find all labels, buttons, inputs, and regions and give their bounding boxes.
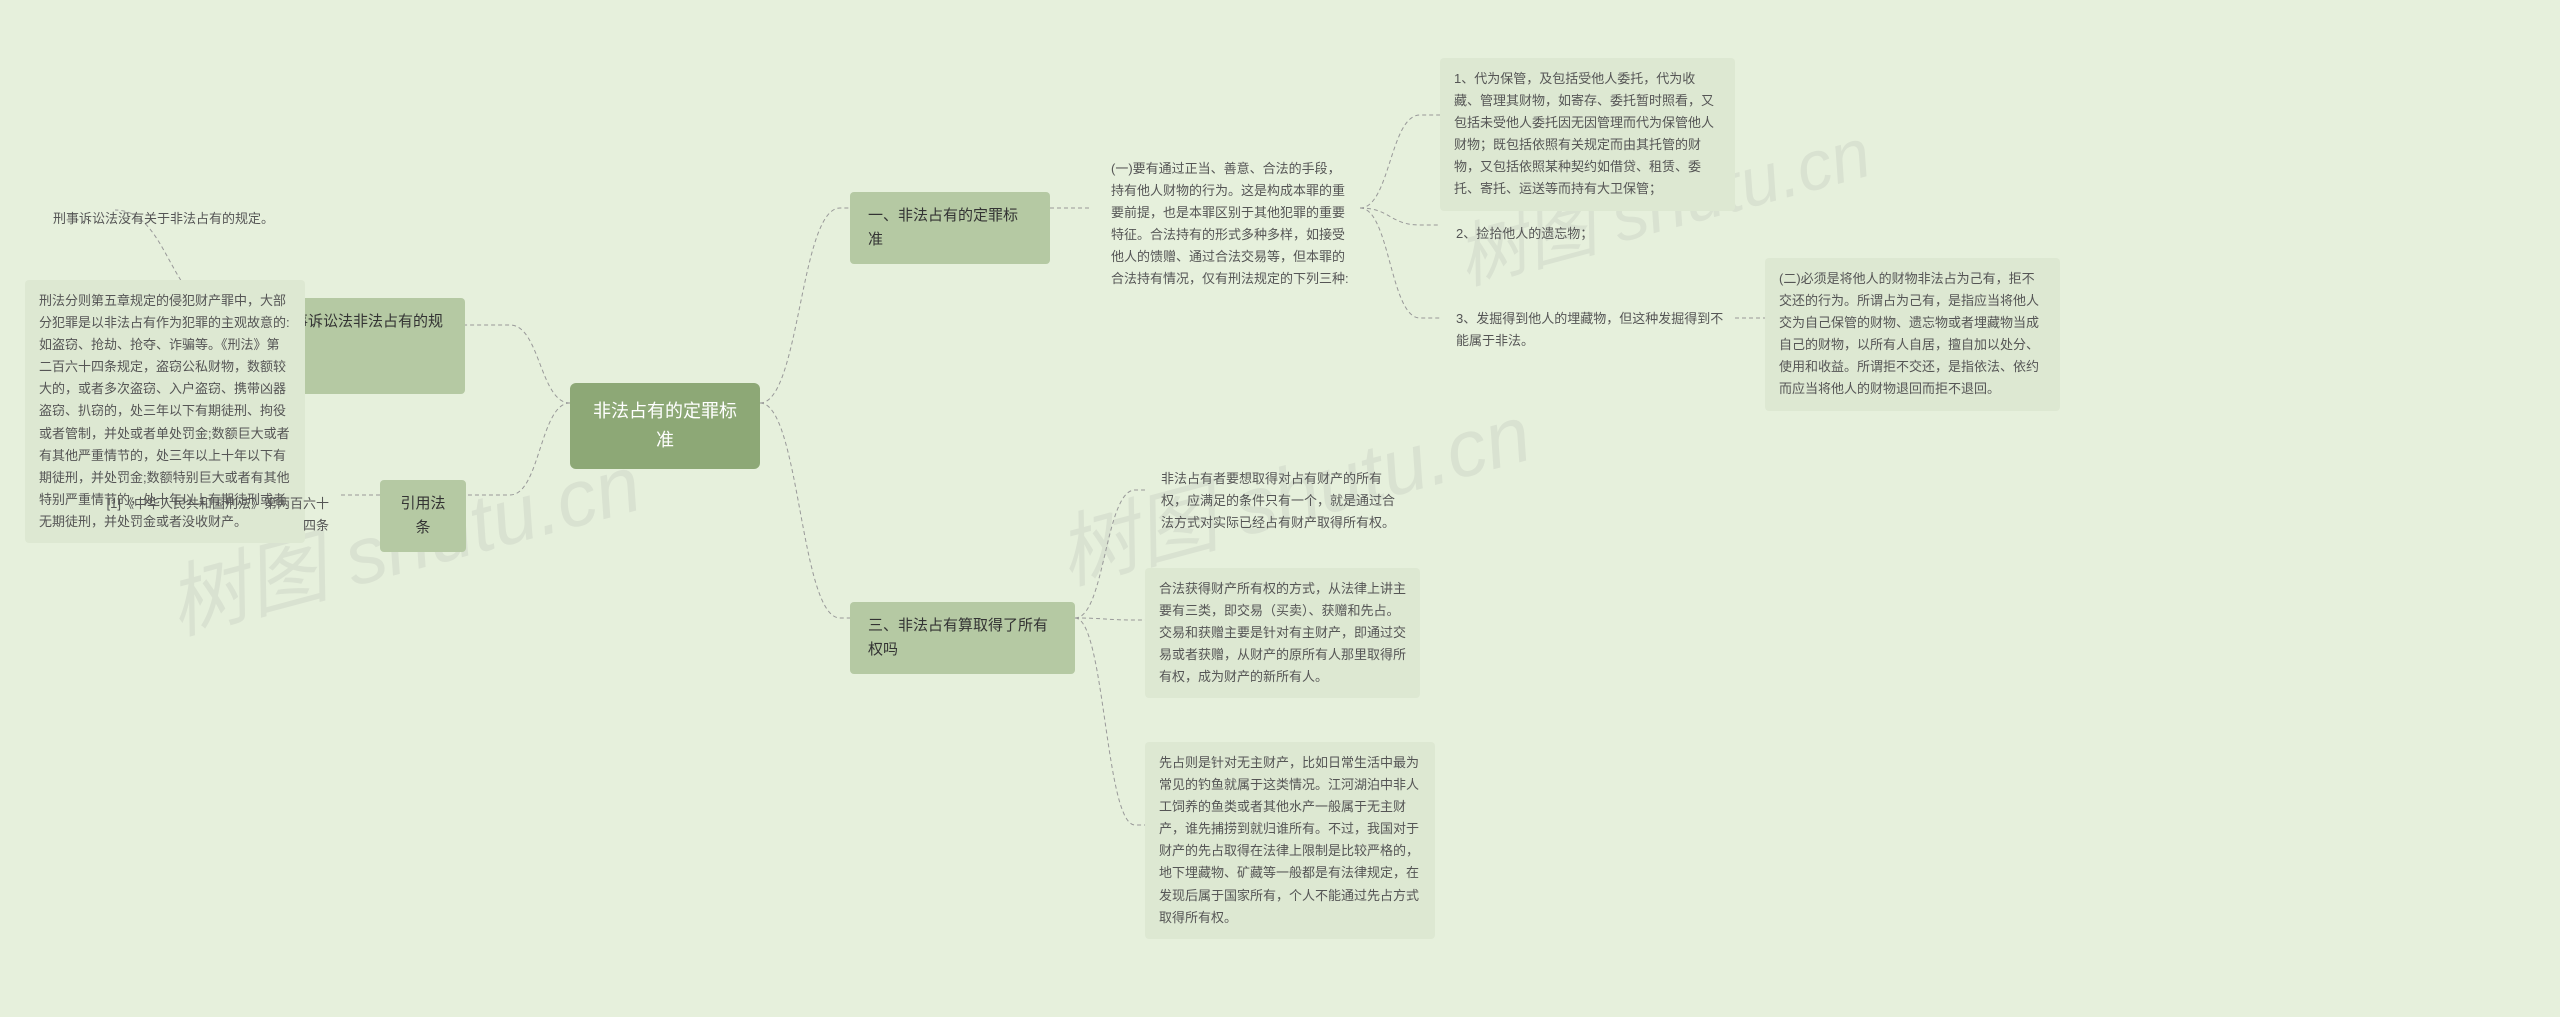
leaf-1-2: (二)必须是将他人的财物非法占为己有，拒不交还的行为。所谓占为己有，是指应当将他… [1765, 258, 2060, 411]
leaf-1-1-1: 1、代为保管，及包括受他人委托，代为收藏、管理其财物，如寄存、委托暂时照看，又包… [1440, 58, 1735, 211]
branch-4: 引用法条 [380, 480, 466, 552]
leaf-1-1-3: 3、发掘得到他人的埋藏物，但这种发掘得到不能属于非法。 [1440, 298, 1740, 362]
leaf-1-1: (一)要有通过正当、善意、合法的手段，持有他人财物的行为。这是构成本罪的重要前提… [1095, 148, 1365, 301]
leaf-1-1-2: 2、捡拾他人的遗忘物； [1440, 213, 1640, 255]
branch-1: 一、非法占有的定罪标准 [850, 192, 1050, 264]
leaf-3-3: 先占则是针对无主财产，比如日常生活中最为常见的钓鱼就属于这类情况。江河湖泊中非人… [1145, 742, 1435, 939]
leaf-2-1: 刑事诉讼法没有关于非法占有的规定。 [25, 198, 290, 240]
leaf-3-1: 非法占有者要想取得对占有财产的所有权，应满足的条件只有一个，就是通过合法方式对实… [1145, 458, 1420, 544]
root-node: 非法占有的定罪标准 [570, 383, 760, 469]
leaf-4-1: [1]《中华人民共和国刑法》第两百六十四条 [85, 483, 345, 547]
branch-3: 三、非法占有算取得了所有权吗 [850, 602, 1075, 674]
leaf-3-2: 合法获得财产所有权的方式，从法律上讲主要有三类，即交易（买卖）、获赠和先占。交易… [1145, 568, 1420, 698]
